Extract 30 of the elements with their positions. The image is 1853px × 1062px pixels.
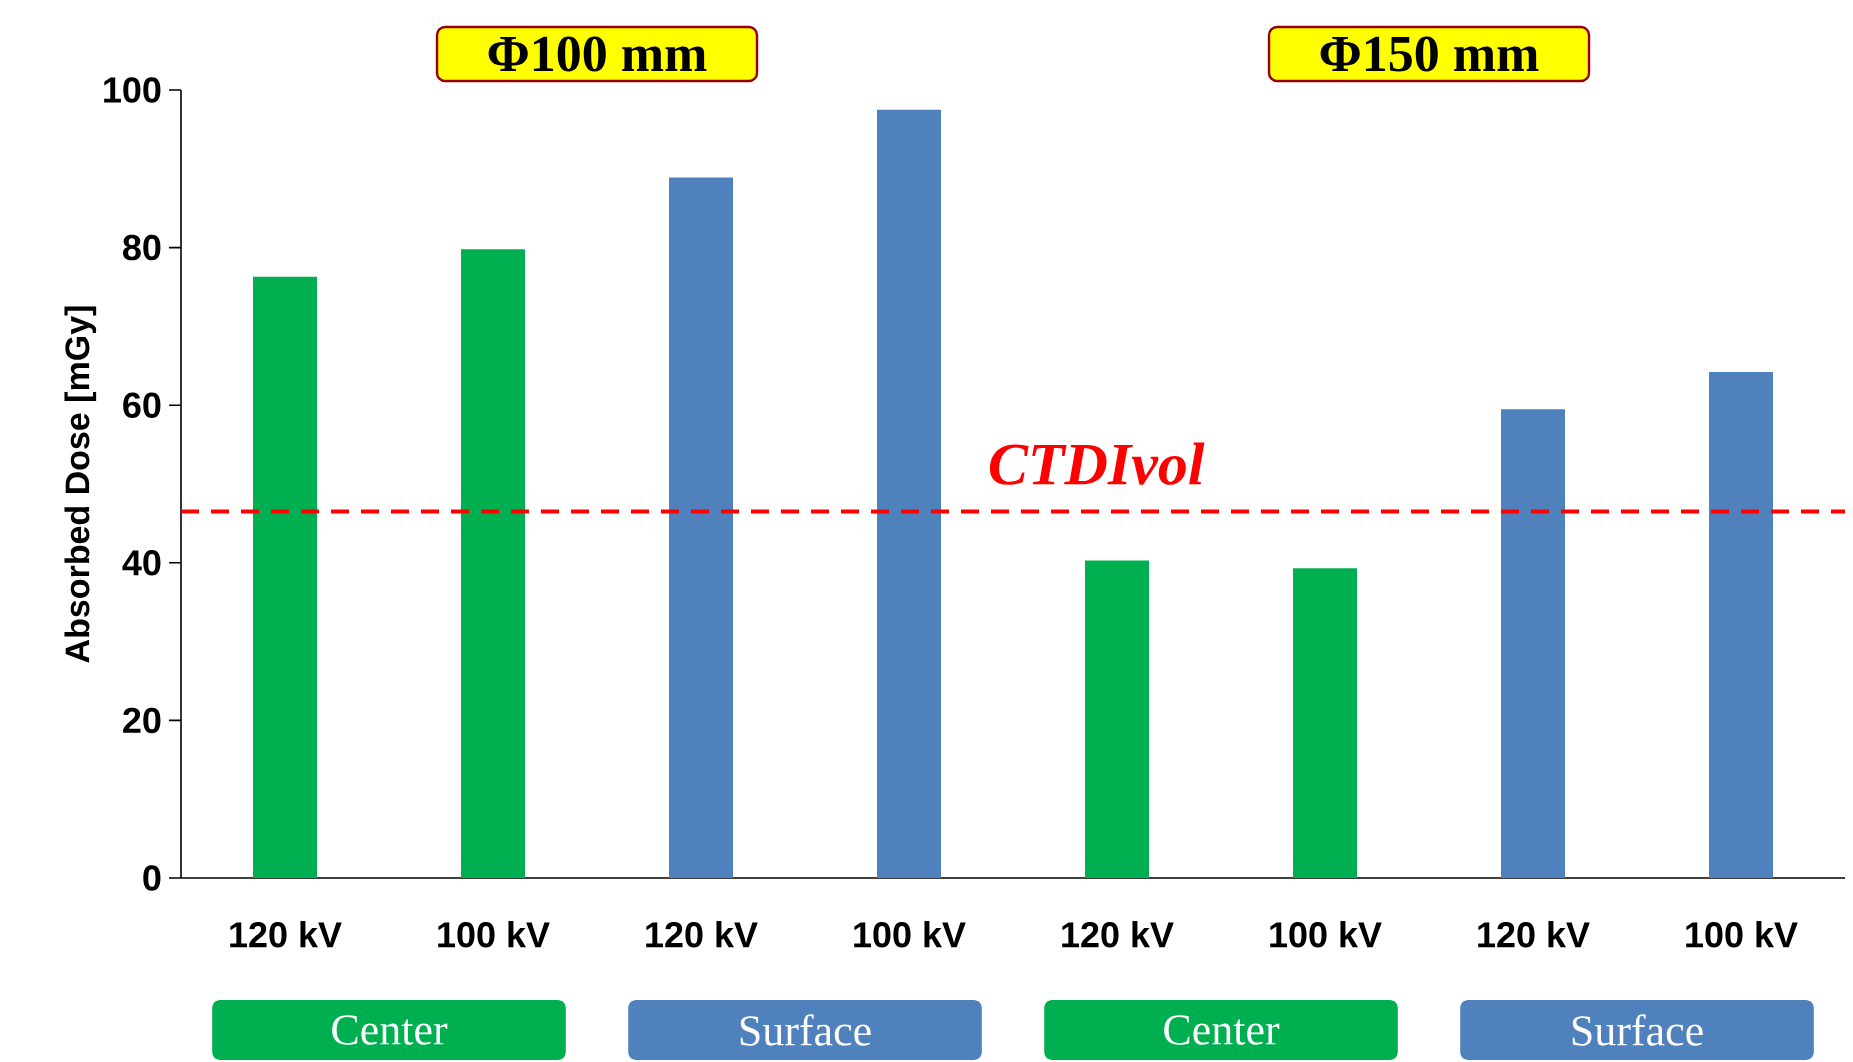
bar — [669, 177, 733, 878]
bar — [1501, 409, 1565, 878]
text: Φ150 mm — [1320, 36, 1539, 72]
text: Surface — [1572, 1014, 1703, 1046]
bar — [461, 249, 525, 878]
bar — [877, 109, 942, 878]
bar — [1085, 560, 1149, 878]
ref-line-label: CTDIvol — [989, 442, 1205, 485]
bar — [1293, 568, 1357, 878]
bar — [1709, 372, 1774, 878]
y-tick-label: 0 — [143, 865, 161, 891]
text: Φ100 mm — [488, 36, 707, 72]
x-tick-label: 120 kV — [1062, 921, 1174, 948]
x-tick-label: 100 kV — [438, 921, 550, 948]
x-tick-label: 100 kV — [1270, 921, 1382, 948]
y-axis-title: Absorbed Dose [mGy] — [64, 306, 97, 663]
x-tick-label: 100 kV — [1686, 921, 1798, 948]
y-tick-label: 40 — [122, 550, 161, 576]
x-tick-label: 120 kV — [646, 921, 758, 948]
y-tick-label: 60 — [123, 392, 161, 418]
text: Center — [1164, 1015, 1280, 1045]
x-tick-label: 120 kV — [230, 921, 342, 948]
text: Center — [332, 1015, 448, 1045]
y-tick-label: 20 — [123, 707, 161, 734]
x-tick-label: 100 kV — [854, 921, 966, 948]
y-tick-label: 100 — [104, 77, 161, 103]
y-tick-label: 80 — [123, 234, 161, 261]
bar — [253, 276, 318, 878]
x-tick-label: 120 kV — [1478, 921, 1590, 948]
text: Surface — [740, 1014, 871, 1046]
